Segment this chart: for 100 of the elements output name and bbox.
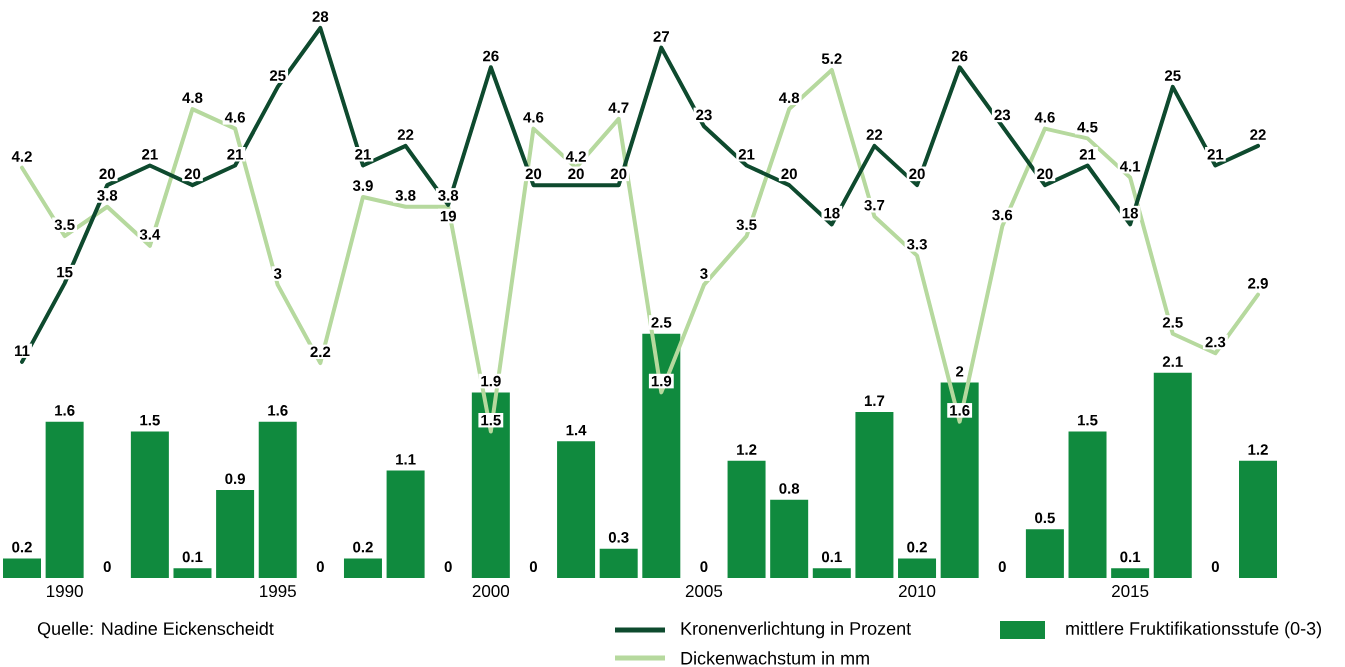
data-label: 20 bbox=[909, 168, 925, 180]
data-label: 3.9 bbox=[352, 180, 373, 191]
data-label: 20 bbox=[1037, 168, 1053, 180]
data-label: 1.7 bbox=[864, 395, 885, 406]
data-label: 26 bbox=[951, 50, 968, 62]
data-label: 1.5 bbox=[481, 414, 501, 426]
data-label: 1.5 bbox=[1078, 414, 1098, 426]
data-label: 20 bbox=[99, 168, 115, 180]
bar bbox=[812, 568, 851, 578]
data-label: 0 bbox=[1211, 561, 1219, 572]
data-label: 2.2 bbox=[310, 346, 331, 358]
data-label: 3.3 bbox=[906, 238, 927, 250]
bar bbox=[3, 558, 41, 578]
data-label: 25 bbox=[269, 70, 286, 81]
data-label: 3.4 bbox=[139, 229, 161, 240]
data-label: 0.1 bbox=[182, 551, 203, 563]
data-label: 20 bbox=[781, 168, 797, 180]
bar bbox=[557, 441, 596, 578]
bar bbox=[471, 392, 510, 578]
data-label: 0 bbox=[103, 561, 111, 572]
bar bbox=[45, 421, 84, 578]
data-label: 4.6 bbox=[523, 111, 544, 123]
bar bbox=[386, 470, 425, 578]
data-label: 1.9 bbox=[651, 375, 672, 387]
bar bbox=[1111, 568, 1150, 578]
data-label: 19 bbox=[440, 210, 456, 222]
data-label: 4.8 bbox=[778, 92, 800, 104]
data-label: 20 bbox=[610, 168, 627, 180]
data-label: 4.1 bbox=[1119, 161, 1141, 172]
bar bbox=[173, 568, 212, 578]
data-label: 0 bbox=[316, 561, 324, 572]
data-label: 22 bbox=[1250, 129, 1266, 140]
data-label: 3.5 bbox=[54, 219, 75, 231]
data-label: 3.6 bbox=[992, 209, 1013, 221]
data-label: 21 bbox=[227, 149, 244, 160]
data-label: 0.5 bbox=[1035, 512, 1055, 524]
data-label: 1.1 bbox=[396, 454, 416, 465]
data-label: 1.6 bbox=[268, 405, 288, 416]
data-label: 3.5 bbox=[736, 219, 757, 231]
bar bbox=[343, 558, 382, 578]
bar bbox=[770, 499, 809, 578]
data-label: 3.8 bbox=[438, 190, 459, 201]
data-label: 0.2 bbox=[12, 541, 32, 553]
data-label: 4.2 bbox=[565, 151, 586, 162]
data-label: 0 bbox=[998, 561, 1006, 572]
data-label: 0.9 bbox=[225, 473, 245, 485]
data-label: 4.2 bbox=[11, 151, 32, 162]
data-label: 21 bbox=[738, 149, 755, 160]
bar bbox=[727, 460, 766, 578]
data-label: 1.4 bbox=[566, 424, 587, 436]
data-label: 1.6 bbox=[55, 405, 75, 416]
x-tick-label: 2005 bbox=[685, 585, 723, 598]
data-label: 1.2 bbox=[737, 444, 757, 455]
data-label: 23 bbox=[696, 109, 712, 121]
data-label: 1.2 bbox=[1248, 444, 1268, 455]
bar bbox=[898, 558, 937, 578]
data-label: 0.2 bbox=[907, 541, 927, 553]
legend-label: mittlere Fruktifikationsstufe (0-3) bbox=[1066, 621, 1322, 639]
data-label: 21 bbox=[142, 149, 158, 160]
data-label: 22 bbox=[866, 129, 883, 140]
bar bbox=[855, 411, 894, 578]
legend-label: Kronenverlichtung in Prozent bbox=[681, 621, 912, 639]
data-label: 0.1 bbox=[1120, 551, 1141, 563]
data-label: 20 bbox=[568, 168, 584, 180]
data-label: 3 bbox=[273, 268, 282, 279]
data-label: 4.6 bbox=[224, 111, 245, 123]
bar bbox=[216, 490, 255, 578]
data-label: 3 bbox=[700, 268, 708, 279]
data-label: 26 bbox=[483, 50, 499, 62]
bar bbox=[599, 548, 638, 578]
data-label: 2.9 bbox=[1248, 278, 1268, 289]
data-label: 18 bbox=[824, 207, 840, 219]
data-label: 1.5 bbox=[140, 414, 160, 426]
data-label: 15 bbox=[57, 266, 73, 278]
data-label: 1.6 bbox=[950, 405, 970, 416]
data-label: 3.8 bbox=[395, 190, 416, 201]
data-label: 28 bbox=[312, 11, 329, 22]
data-label: 11 bbox=[15, 345, 30, 356]
legend-label: Dickenwachstum in mm bbox=[681, 651, 869, 665]
data-label: 4.5 bbox=[1077, 121, 1098, 133]
bar bbox=[130, 431, 169, 578]
x-tick-label: 2015 bbox=[1112, 585, 1149, 598]
bar bbox=[1153, 372, 1192, 578]
data-label: 20 bbox=[184, 168, 201, 180]
data-label: 22 bbox=[397, 129, 414, 140]
data-label: 4.8 bbox=[182, 92, 203, 104]
data-label: 0.1 bbox=[821, 551, 842, 563]
bar bbox=[1239, 460, 1277, 578]
data-label: 2.5 bbox=[651, 317, 672, 328]
bar bbox=[940, 382, 979, 578]
bar bbox=[258, 421, 297, 578]
data-label: 0.2 bbox=[353, 541, 373, 553]
data-label: 23 bbox=[994, 109, 1011, 121]
data-label: 3.8 bbox=[97, 190, 118, 201]
data-label: 25 bbox=[1164, 70, 1181, 81]
bar bbox=[642, 333, 681, 578]
data-label: 21 bbox=[1207, 149, 1224, 160]
data-label: 5.2 bbox=[821, 53, 842, 65]
data-label: 1.9 bbox=[481, 375, 501, 387]
source-note: Quelle: Nadine Eickenscheidt bbox=[37, 621, 274, 639]
